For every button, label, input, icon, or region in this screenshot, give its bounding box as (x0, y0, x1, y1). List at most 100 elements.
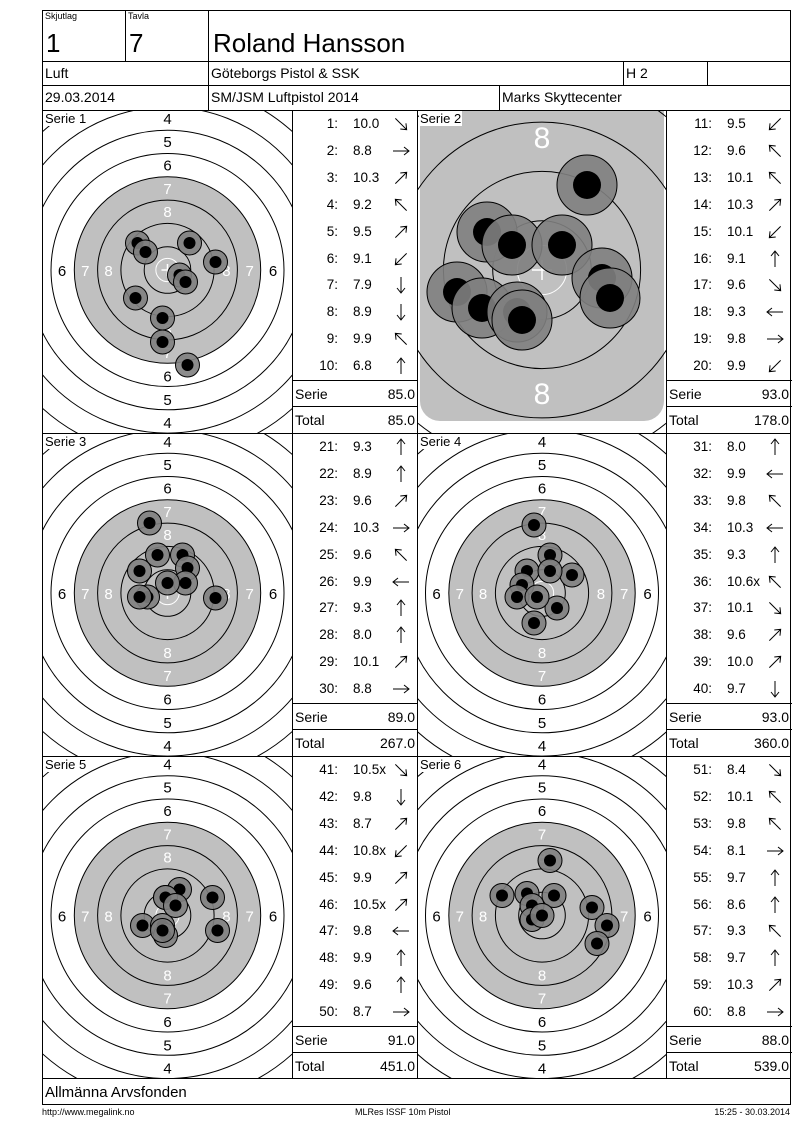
svg-text:8: 8 (104, 263, 112, 280)
shot-hole-center (179, 577, 192, 589)
direction-arrow-icon (394, 763, 408, 777)
shot-hole-center (551, 602, 563, 614)
serie-sum: Serie 93.0 (667, 380, 792, 407)
direction-arrow-icon (770, 249, 780, 267)
direction-arrow-icon (394, 871, 408, 884)
shot-hole-center (596, 284, 624, 312)
direction-arrow-icon (768, 360, 782, 373)
shot-number: 26: (319, 573, 338, 589)
shot-value: 10.1 (353, 654, 380, 670)
svg-text:6: 6 (163, 692, 171, 709)
skjutlag-label: Skjutlag (45, 11, 78, 21)
target-svg: 88 (418, 111, 666, 433)
shot-value: 8.4 (727, 762, 746, 777)
svg-text:7: 7 (538, 504, 546, 521)
direction-arrow-icon (767, 846, 784, 856)
svg-text:6: 6 (163, 481, 171, 498)
shot-value: 9.7 (727, 681, 746, 697)
svg-text:6: 6 (58, 909, 66, 926)
skjutlag-value: 1 (46, 28, 61, 58)
shot-number: 1: (326, 116, 338, 131)
direction-arrow-icon (394, 548, 408, 561)
shot-number: 16: (693, 250, 712, 266)
serie-sum-label: Serie (669, 1032, 702, 1048)
shot-hole-center (161, 577, 174, 589)
shot-hole-center (156, 312, 169, 324)
shot-row: 23: 9.6 (293, 488, 418, 515)
shot-number: 31: (693, 439, 712, 454)
direction-arrow-icon (394, 844, 408, 857)
shot-row: 44: 10.8x (293, 838, 418, 865)
svg-text:4: 4 (538, 738, 546, 755)
svg-text:7: 7 (163, 668, 171, 685)
svg-text:5: 5 (538, 780, 546, 797)
shot-hole-center (143, 517, 156, 529)
shot-value: 9.8 (727, 815, 746, 831)
svg-text:5: 5 (163, 780, 171, 797)
svg-text:8: 8 (597, 586, 605, 603)
shot-value: 9.3 (727, 546, 746, 562)
shot-number: 13: (693, 169, 712, 185)
svg-text:5: 5 (538, 457, 546, 474)
svg-text:7: 7 (81, 909, 89, 926)
total-sum: Total 539.0 (667, 1052, 792, 1079)
direction-arrow-icon (768, 790, 782, 803)
shot-number: 23: (319, 492, 338, 508)
direction-arrow-icon (394, 494, 408, 507)
total-sum: Total 360.0 (667, 729, 792, 756)
shot-row: 38: 9.6 (667, 622, 792, 649)
shot-row: 3: 10.3 (293, 165, 418, 192)
direction-arrow-icon (768, 655, 782, 669)
shot-number: 6: (326, 250, 338, 266)
shot-hole-center (548, 889, 560, 902)
target-svg: 445555666677778888 (418, 434, 666, 756)
svg-text:7: 7 (620, 586, 628, 603)
shot-row: 34: 10.3 (667, 515, 792, 542)
shot-hole-center (136, 919, 149, 932)
svg-text:6: 6 (163, 158, 171, 175)
shot-value: 9.9 (353, 950, 372, 966)
total-sum-value: 451.0 (379, 1058, 415, 1074)
shot-row: 35: 9.3 (667, 542, 792, 569)
svg-text:8: 8 (163, 850, 171, 867)
shot-number: 51: (693, 762, 712, 777)
shot-hole-center (544, 565, 556, 577)
footer-url[interactable]: http://www.megalink.no (42, 1107, 135, 1117)
shot-hole-center (179, 276, 192, 288)
svg-text:8: 8 (538, 967, 546, 984)
series-label: Serie 3 (44, 434, 88, 449)
shot-hole-center (573, 171, 601, 199)
direction-arrow-icon (770, 681, 780, 698)
svg-text:6: 6 (643, 586, 651, 603)
svg-text:5: 5 (163, 457, 171, 474)
shot-value: 10.0 (727, 654, 754, 670)
shot-number: 54: (693, 842, 712, 858)
shot-row: 56: 8.6 (667, 892, 792, 919)
shot-row: 20: 9.9 (667, 353, 792, 380)
shot-number: 45: (319, 869, 338, 885)
sponsor-name: Allmänna Arvsfonden (45, 1084, 187, 1101)
shot-value: 8.7 (353, 1004, 372, 1020)
shot-row: 21: 9.3 (293, 434, 418, 461)
direction-arrow-icon (768, 494, 782, 507)
shot-number: 53: (693, 815, 712, 831)
svg-text:6: 6 (269, 586, 277, 603)
shot-row: 39: 10.0 (667, 649, 792, 676)
shot-value: 9.3 (353, 600, 372, 616)
shot-row: 58: 9.7 (667, 945, 792, 972)
shot-value: 8.6 (727, 896, 746, 912)
shot-list-serie-1: 1: 10.0 2: 8.8 3: 10.3 4: 9.2 5: 9.5 6: 9.1 7: 7.9 8: 8… (293, 111, 418, 433)
shot-row: 7: 7.9 (293, 272, 418, 299)
serie-sum-label: Serie (295, 386, 328, 402)
shot-number: 17: (693, 277, 712, 293)
svg-text:6: 6 (538, 1014, 546, 1031)
direction-arrow-icon (768, 817, 782, 830)
club-cell: Göteborgs Pistol & SSK (208, 61, 624, 86)
shot-row: 60: 8.8 (667, 999, 792, 1026)
shooter-name: Roland Hansson (213, 28, 406, 58)
footer-system: MLRes ISSF 10m Pistol (355, 1107, 451, 1117)
serie-sum-value: 91.0 (387, 1032, 415, 1048)
shot-value: 8.1 (727, 842, 746, 858)
shot-value: 8.0 (353, 627, 372, 643)
direction-arrow-icon (768, 171, 782, 184)
